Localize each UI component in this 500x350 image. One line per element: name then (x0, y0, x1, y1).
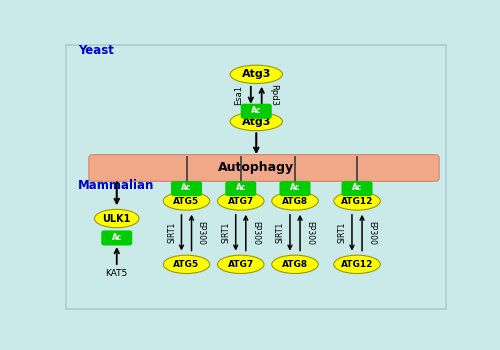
FancyBboxPatch shape (342, 181, 372, 196)
Text: ATG5: ATG5 (174, 260, 200, 269)
Ellipse shape (218, 255, 264, 273)
Text: Atg3: Atg3 (242, 117, 271, 126)
Text: Mammalian: Mammalian (78, 179, 154, 192)
FancyBboxPatch shape (226, 181, 256, 196)
Text: Ac: Ac (290, 183, 300, 192)
Text: ATG5: ATG5 (174, 196, 200, 205)
Text: Autophagy: Autophagy (218, 161, 294, 175)
Text: Rpd3: Rpd3 (270, 84, 278, 106)
Ellipse shape (230, 112, 282, 131)
Text: KAT5: KAT5 (106, 269, 128, 278)
Text: Yeast: Yeast (78, 44, 114, 57)
Text: SIRT1: SIRT1 (168, 222, 176, 243)
FancyBboxPatch shape (89, 155, 439, 181)
Text: ATG12: ATG12 (341, 260, 373, 269)
Ellipse shape (334, 255, 380, 273)
Text: Esa1: Esa1 (234, 85, 243, 105)
Text: EP300: EP300 (305, 220, 314, 245)
Text: EP300: EP300 (367, 220, 376, 245)
Ellipse shape (218, 192, 264, 210)
Text: EP300: EP300 (251, 220, 260, 245)
Text: Ac: Ac (352, 183, 362, 192)
Text: ATG7: ATG7 (228, 260, 254, 269)
Ellipse shape (230, 65, 282, 84)
Text: ATG8: ATG8 (282, 196, 308, 205)
Text: ATG8: ATG8 (282, 260, 308, 269)
Text: SIRT1: SIRT1 (276, 222, 285, 243)
Text: ULK1: ULK1 (102, 214, 131, 224)
Text: Ac: Ac (251, 106, 262, 115)
Text: ATG7: ATG7 (228, 196, 254, 205)
FancyBboxPatch shape (280, 181, 310, 196)
Ellipse shape (272, 192, 318, 210)
Ellipse shape (163, 255, 210, 273)
Text: SIRT1: SIRT1 (338, 222, 347, 243)
Ellipse shape (163, 192, 210, 210)
FancyBboxPatch shape (171, 181, 202, 196)
Text: EP300: EP300 (196, 220, 205, 245)
Text: Ac: Ac (112, 233, 122, 241)
Text: Ac: Ac (181, 183, 192, 192)
FancyBboxPatch shape (241, 104, 272, 119)
Ellipse shape (334, 192, 380, 210)
Text: SIRT1: SIRT1 (222, 222, 230, 243)
Text: Atg3: Atg3 (242, 69, 271, 79)
Text: ATG12: ATG12 (341, 196, 373, 205)
FancyBboxPatch shape (101, 230, 132, 245)
Ellipse shape (272, 255, 318, 273)
Ellipse shape (94, 209, 139, 228)
Text: Ac: Ac (236, 183, 246, 192)
